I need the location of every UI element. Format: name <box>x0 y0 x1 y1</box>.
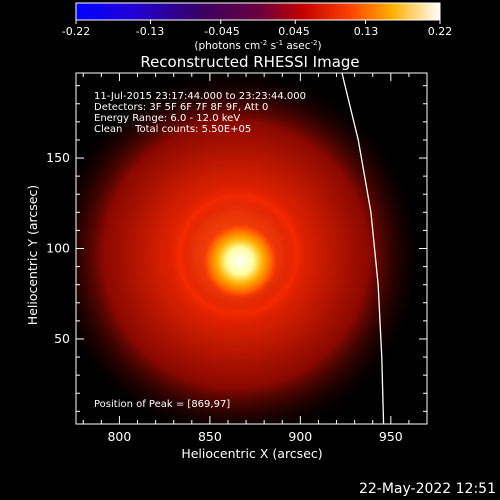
y-tick-label: 50 <box>54 331 70 346</box>
colorbar-tick-label: -0.13 <box>136 25 164 38</box>
colorbar-units: (photons cm-2 s-1 asec-2) <box>194 39 321 52</box>
colorbar-tick-label: 0.045 <box>278 25 310 38</box>
y-tick-label: 100 <box>46 241 70 256</box>
colorbar-gradient <box>75 2 441 21</box>
solar-limb-line <box>341 73 385 424</box>
annotation-energy: Energy Range: 6.0 - 12.0 keV <box>94 113 240 124</box>
y-tick-label: 150 <box>46 150 70 165</box>
x-tick-label: 950 <box>379 429 403 444</box>
annotation-detectors: Detectors: 3F 5F 6F 7F 8F 9F, Att 0 <box>94 102 268 113</box>
annotation-peak-position: Position of Peak = [869,97] <box>94 399 230 410</box>
x-tick-label: 900 <box>288 429 312 444</box>
x-tick-label: 800 <box>107 429 131 444</box>
x-tick-label: 850 <box>198 429 222 444</box>
colorbar-tick-label: 0.13 <box>354 25 379 38</box>
colorbar-tick-label: 0.22 <box>428 25 453 38</box>
y-axis-label: Heliocentric Y (arcsec) <box>25 185 40 325</box>
annotation-time-range: 11-Jul-2015 23:17:44.000 to 23:23:44.000 <box>94 91 306 102</box>
colorbar-tick-label: -0.045 <box>204 25 239 38</box>
x-axis-label: Heliocentric X (arcsec) <box>181 446 322 461</box>
footer-date: 22-May-2022 12:51 <box>358 481 496 497</box>
colorbar-tick-label: -0.22 <box>62 25 90 38</box>
colorbar: -0.22 -0.13 -0.045 0.045 0.13 0.22 (phot… <box>62 2 453 52</box>
chart-title: Reconstructed RHESSI Image <box>140 53 360 71</box>
emission-core <box>202 223 278 299</box>
annotation-clean: Clean Total counts: 5.50E+05 <box>94 124 251 135</box>
